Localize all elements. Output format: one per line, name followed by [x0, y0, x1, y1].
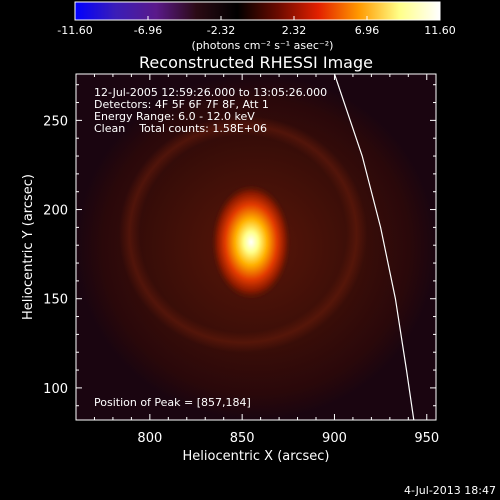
x-tick-label: 800: [137, 431, 162, 446]
y-tick-label: 150: [43, 293, 68, 308]
x-tick-label: 900: [322, 431, 347, 446]
annotation-time-range: 12-Jul-2005 12:59:26.000 to 13:05:26.000: [94, 86, 327, 99]
annotation-method-counts: Clean Total counts: 1.58E+06: [94, 122, 267, 135]
colorbar-tick-label: 6.96: [355, 24, 380, 37]
colorbar-tick-label: 11.60: [424, 24, 456, 37]
annotation-energy-range: Energy Range: 6.0 - 12.0 keV: [94, 110, 255, 123]
annotation-peak-position: Position of Peak = [857,184]: [94, 396, 251, 409]
colorbar-tick-label: -6.96: [134, 24, 162, 37]
y-tick-label: 200: [43, 204, 68, 219]
solar-limb-line: [333, 74, 415, 420]
annotation-detectors: Detectors: 4F 5F 6F 7F 8F, Att 1: [94, 98, 269, 111]
flare-source: [211, 184, 292, 301]
y-axis-ticks: 100 150 200 250: [43, 84, 436, 407]
date-stamp: 4-Jul-2013 18:47: [404, 484, 496, 497]
colorbar-tick-label: -2.32: [207, 24, 235, 37]
colorbar-tick-label: 2.32: [282, 24, 307, 37]
y-tick-label: 100: [43, 382, 68, 397]
annotation-block: 12-Jul-2005 12:59:26.000 to 13:05:26.000…: [94, 86, 327, 409]
colorbar-units-label: (photons cm⁻² s⁻¹ asec⁻²): [192, 39, 334, 52]
colorbar-tick-label: -11.60: [57, 24, 92, 37]
x-tick-label: 850: [230, 431, 255, 446]
colorbar-ticks: -11.60 -6.96 -2.32 2.32 6.96 11.60: [57, 16, 456, 37]
x-axis-ticks: 800 850 900 950: [75, 74, 439, 446]
chart-title: Reconstructed RHESSI Image: [139, 53, 373, 72]
x-tick-label: 950: [414, 431, 439, 446]
y-tick-label: 250: [43, 114, 68, 129]
plot-frame: [75, 73, 437, 421]
colorbar: -11.60 -6.96 -2.32 2.32 6.96 11.60 (photons c…: [57, 1, 456, 52]
image-area: [76, 74, 436, 420]
colorbar-gradient: [74, 1, 441, 21]
x-axis-label: Heliocentric X (arcsec): [183, 449, 330, 464]
y-axis-label: Heliocentric Y (arcsec): [21, 174, 36, 320]
